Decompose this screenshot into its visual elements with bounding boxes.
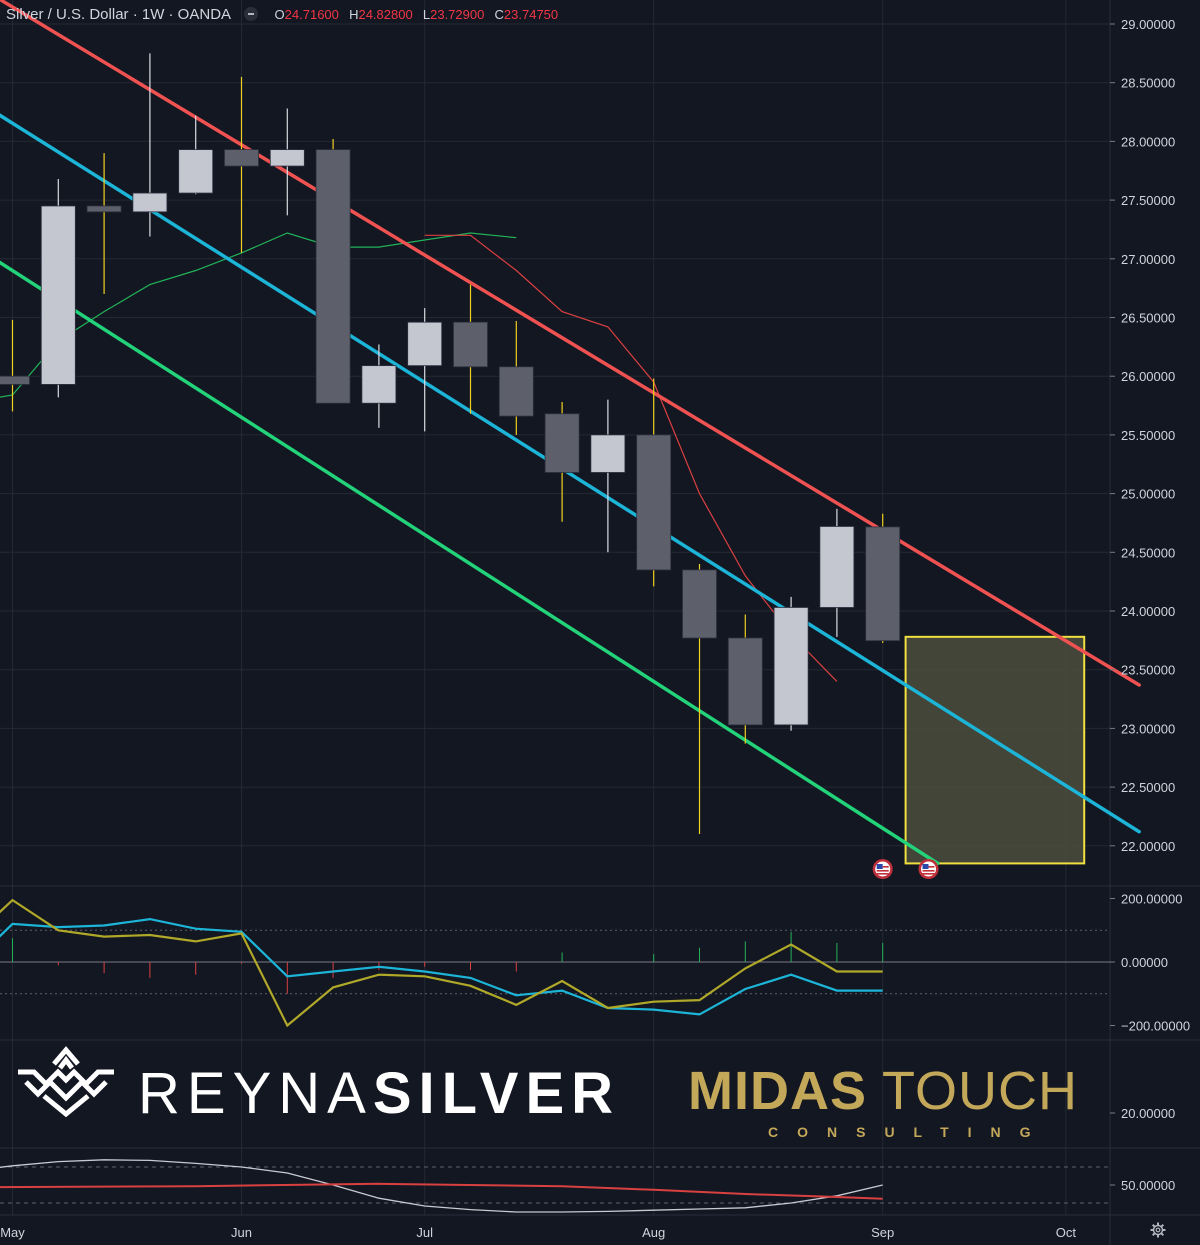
- candle-body[interactable]: [361, 365, 397, 404]
- us-flag-event-icon[interactable]: [922, 873, 935, 875]
- us-flag-event-icon[interactable]: [922, 864, 929, 869]
- channel-line: [0, 0, 1141, 687]
- indicator-pane-cci: [0, 898, 1110, 1028]
- consulting-text: CONSULTING: [768, 1124, 1050, 1140]
- candle-body[interactable]: [0, 375, 30, 385]
- collapse-icon[interactable]: [244, 7, 259, 21]
- candle-body[interactable]: [407, 321, 443, 367]
- price-tick-label: 26.00000: [1121, 369, 1175, 384]
- candle-body[interactable]: [727, 637, 763, 726]
- logo-reyna-text: REYNA: [138, 1061, 373, 1126]
- price-tick-label: 22.00000: [1121, 839, 1175, 854]
- price-tick-label: 29.00000: [1121, 17, 1175, 32]
- price-tick-label: 50.00000: [1121, 1178, 1175, 1193]
- candle-body[interactable]: [315, 149, 351, 404]
- us-flag-event-icon[interactable]: [928, 866, 935, 868]
- price-grid: [0, 0, 1110, 1215]
- candle-body[interactable]: [498, 366, 534, 417]
- price-tick-label: 26.50000: [1121, 311, 1175, 326]
- price-tick-label: 28.00000: [1121, 134, 1175, 149]
- candle-body[interactable]: [224, 149, 259, 167]
- logo-silver-text: SILVER: [372, 1061, 621, 1126]
- price-tick-label: 24.00000: [1121, 604, 1175, 619]
- candle-body[interactable]: [86, 205, 122, 213]
- candle-body[interactable]: [819, 526, 855, 608]
- open-label: O: [274, 7, 285, 22]
- logo-midas-text: MIDAS: [688, 1061, 867, 1121]
- price-tick-label: 23.50000: [1121, 663, 1175, 678]
- time-tick-label: Oct: [1056, 1225, 1077, 1240]
- close-label: C: [494, 7, 504, 22]
- high-label: H: [349, 7, 359, 22]
- target-zone-box: [904, 635, 1086, 865]
- price-tick-label: 20.00000: [1121, 1106, 1175, 1121]
- low-value: 23.72900: [430, 7, 485, 22]
- candle-body[interactable]: [544, 413, 580, 473]
- price-tick-label: 0.00000: [1121, 955, 1168, 970]
- time-axis[interactable]: May Jun Jul Aug Sep Oct: [0, 1225, 1076, 1240]
- price-tick-label: 28.50000: [1121, 76, 1175, 91]
- candle-body[interactable]: [269, 149, 305, 167]
- candle-body[interactable]: [453, 321, 488, 368]
- us-flag-event-icon[interactable]: [876, 873, 889, 875]
- price-tick-label: 27.50000: [1121, 193, 1175, 208]
- moving-average-line: [424, 234, 838, 682]
- price-tick-label: 200.00000: [1121, 892, 1182, 907]
- time-tick-label: Sep: [871, 1225, 894, 1240]
- us-flag-event-icon[interactable]: [882, 866, 889, 868]
- time-tick-label: May: [0, 1225, 25, 1240]
- high-value: 24.82800: [358, 7, 413, 22]
- price-tick-label: 25.50000: [1121, 428, 1175, 443]
- candle-body[interactable]: [865, 526, 901, 642]
- us-flag-event-icon[interactable]: [876, 864, 883, 869]
- settings-gear-icon[interactable]: [1150, 1222, 1166, 1238]
- event-markers[interactable]: [872, 859, 939, 879]
- price-tick-label: −200.00000: [1121, 1019, 1190, 1034]
- price-tick-label: 22.50000: [1121, 780, 1175, 795]
- time-tick-label: Jun: [231, 1225, 252, 1240]
- candle-body[interactable]: [682, 569, 717, 639]
- symbol-header: Silver / U.S. Dollar · 1W · OANDA O24.71…: [6, 6, 564, 23]
- midas-touch-logo: MIDAS TOUCH: [688, 1060, 1078, 1122]
- price-tick-label: 24.50000: [1121, 545, 1175, 560]
- price-tick-label: 27.00000: [1121, 252, 1175, 267]
- candlestick-series[interactable]: [0, 53, 901, 835]
- open-value: 24.71600: [284, 7, 339, 22]
- close-value: 23.74750: [503, 7, 559, 22]
- stochastic-line: [0, 1159, 883, 1213]
- us-flag-event-icon[interactable]: [876, 870, 889, 872]
- symbol-title[interactable]: Silver / U.S. Dollar · 1W · OANDA: [6, 6, 231, 23]
- candle-body[interactable]: [132, 192, 168, 213]
- channel-line: [0, 260, 940, 866]
- time-tick-label: Jul: [416, 1225, 433, 1240]
- candle-body[interactable]: [40, 205, 76, 385]
- indicator-pane-stochastic: [0, 1159, 1110, 1213]
- candle-body[interactable]: [773, 607, 809, 726]
- price-tick-label: 23.00000: [1121, 721, 1175, 736]
- reyna-silver-logo-icon: [18, 1046, 114, 1118]
- indicator-line: [0, 898, 883, 1028]
- us-flag-event-icon[interactable]: [922, 870, 935, 872]
- candle-body[interactable]: [590, 434, 626, 473]
- reyna-silver-logo: REYNASILVER: [138, 1060, 620, 1127]
- target-zone: [904, 635, 1086, 865]
- candle-body[interactable]: [178, 149, 214, 194]
- time-tick-label: Aug: [642, 1225, 665, 1240]
- price-axis[interactable]: 29.00000 28.50000 28.00000 27.50000 27.00000…: [1110, 17, 1190, 1193]
- candle-body[interactable]: [636, 434, 672, 571]
- low-label: L: [422, 7, 431, 22]
- price-tick-label: 25.00000: [1121, 487, 1175, 502]
- indicator-line: [0, 917, 883, 1016]
- logo-touch-text: TOUCH: [882, 1061, 1079, 1121]
- stochastic-line: [0, 1182, 883, 1200]
